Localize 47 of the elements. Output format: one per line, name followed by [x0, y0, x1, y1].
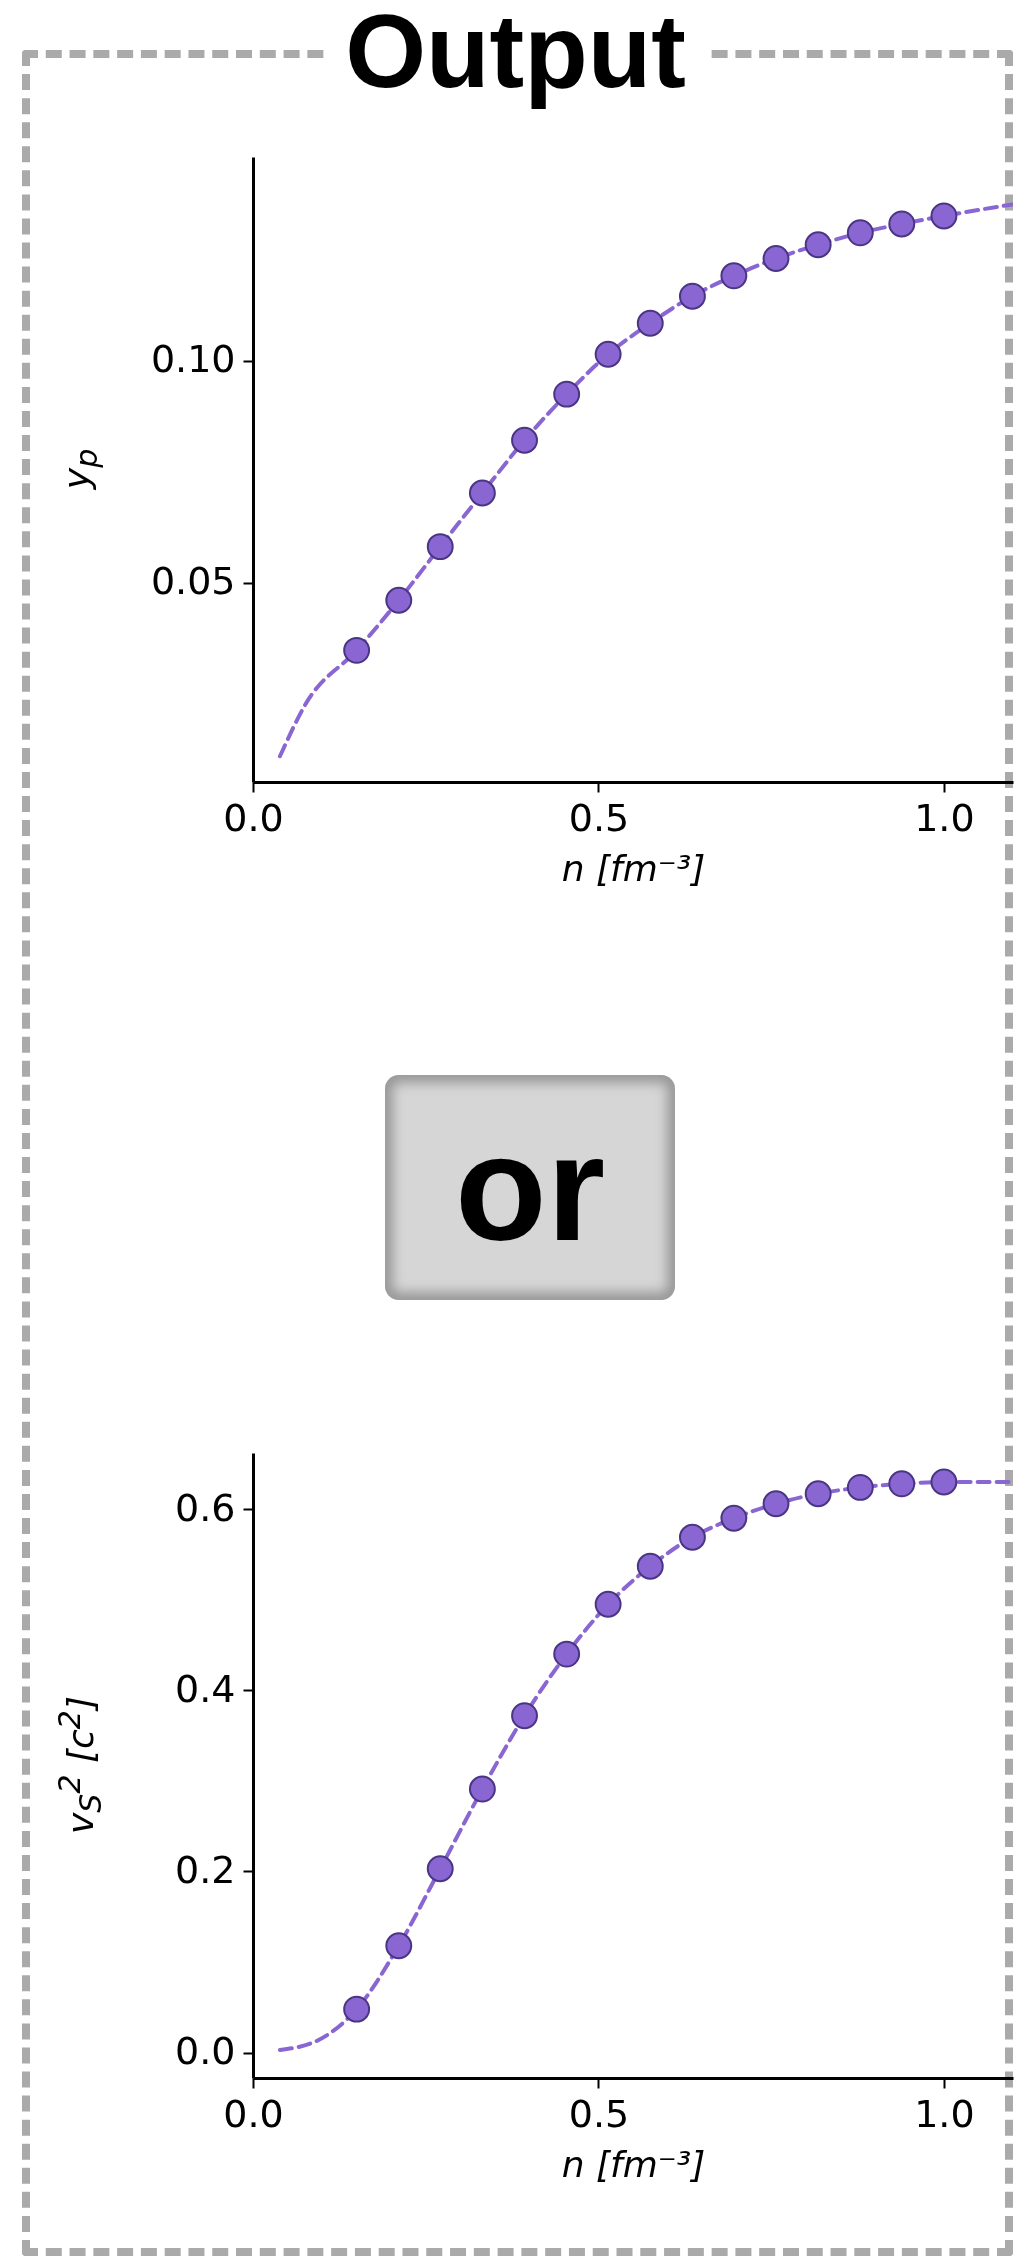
point	[930, 1468, 958, 1496]
point	[511, 426, 538, 454]
point	[468, 479, 496, 507]
y-tick-label: 0.6	[175, 1485, 236, 1530]
point	[846, 1473, 874, 1501]
point	[594, 1590, 622, 1618]
point	[762, 1490, 790, 1518]
x-axis-title: n [fm⁻³]	[561, 2143, 706, 2185]
point	[385, 586, 413, 614]
point	[426, 533, 454, 561]
point	[678, 282, 706, 310]
y-tick-label: 0.0	[175, 2029, 236, 2074]
x-tick-label: 0.5	[568, 2091, 630, 2136]
y-tick-label: 0.10	[150, 337, 236, 382]
point	[888, 210, 916, 238]
y-tick-label: 0.05	[150, 559, 236, 604]
x-tick-label: 0.0	[223, 2091, 284, 2136]
point	[804, 1480, 832, 1508]
point	[343, 1995, 371, 2023]
point	[762, 245, 790, 272]
point	[385, 1932, 413, 1960]
y-tick-label: 0.2	[175, 1847, 236, 1892]
point	[720, 262, 748, 290]
chart-title: or	[385, 1075, 675, 1300]
point	[468, 1775, 496, 1803]
point	[594, 340, 622, 368]
point	[343, 636, 371, 664]
point	[930, 202, 958, 230]
x-tick-label: 0.5	[568, 795, 630, 840]
point	[678, 1523, 706, 1551]
point	[888, 1470, 916, 1498]
point	[804, 231, 832, 259]
point	[553, 1640, 581, 1668]
y-tick-label: 0.4	[175, 1666, 236, 1711]
chart-title: Output	[325, 0, 706, 109]
point	[426, 1855, 454, 1883]
line-series	[277, 202, 1013, 759]
x-axis-title: n [fm⁻³]	[561, 847, 706, 889]
point	[511, 1702, 538, 1730]
point	[636, 1552, 664, 1580]
point	[553, 380, 581, 408]
x-tick-label: 0.0	[223, 795, 284, 840]
point	[720, 1504, 748, 1532]
x-tick-label: 1.0	[914, 795, 975, 840]
point	[636, 309, 664, 337]
x-tick-label: 1.0	[914, 2091, 975, 2136]
point	[846, 219, 874, 247]
